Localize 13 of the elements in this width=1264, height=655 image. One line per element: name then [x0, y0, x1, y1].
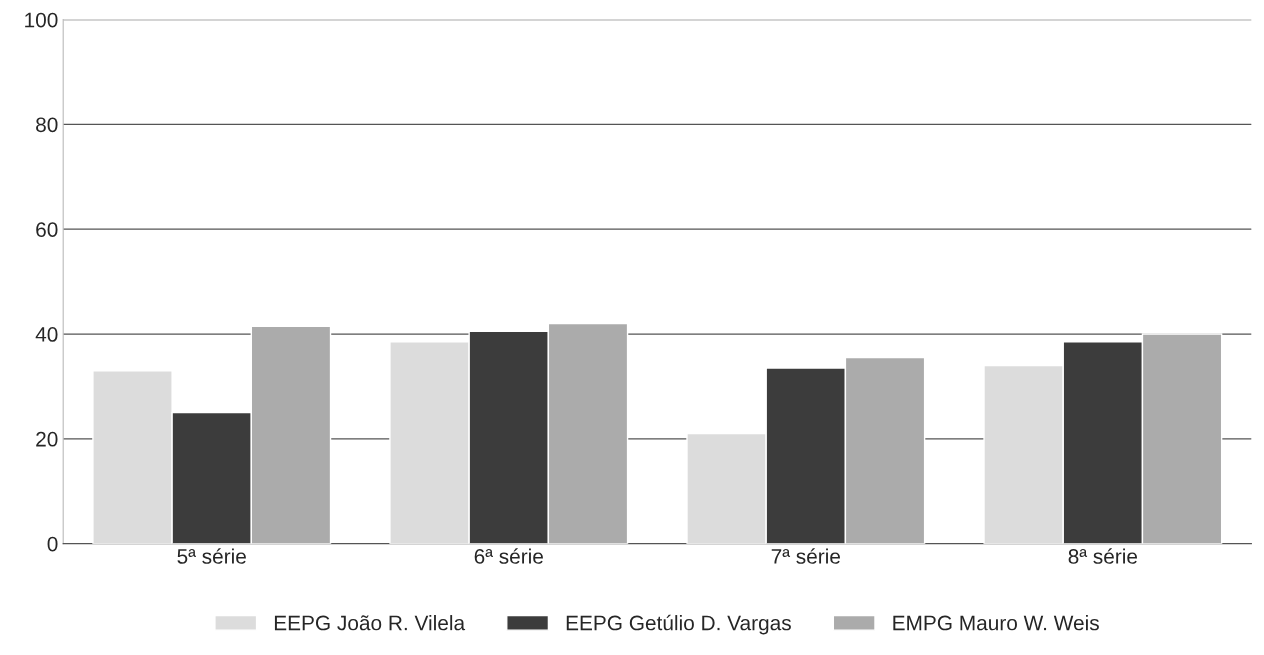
- y-tick-label: 60: [36, 222, 58, 237]
- legend-label: EEPG Getúlio D. Vargas: [566, 614, 791, 635]
- y-tick-label: 20: [36, 431, 58, 447]
- y-tick-label: 100: [25, 12, 58, 28]
- x-tick-label: 6ª série: [474, 548, 543, 564]
- x-tick-label: 7ª série: [771, 548, 840, 564]
- legend-label: EMPG Mauro W. Weis: [893, 615, 1099, 631]
- x-tick-label: 5ª série: [177, 548, 246, 564]
- y-tick-label: 80: [36, 117, 58, 133]
- x-tick-label: 8ª série: [1068, 548, 1138, 564]
- legend-label: EEPG João R. Vilela: [274, 615, 466, 631]
- y-tick-label: 40: [35, 327, 58, 342]
- y-tick-label: 0: [47, 536, 58, 552]
